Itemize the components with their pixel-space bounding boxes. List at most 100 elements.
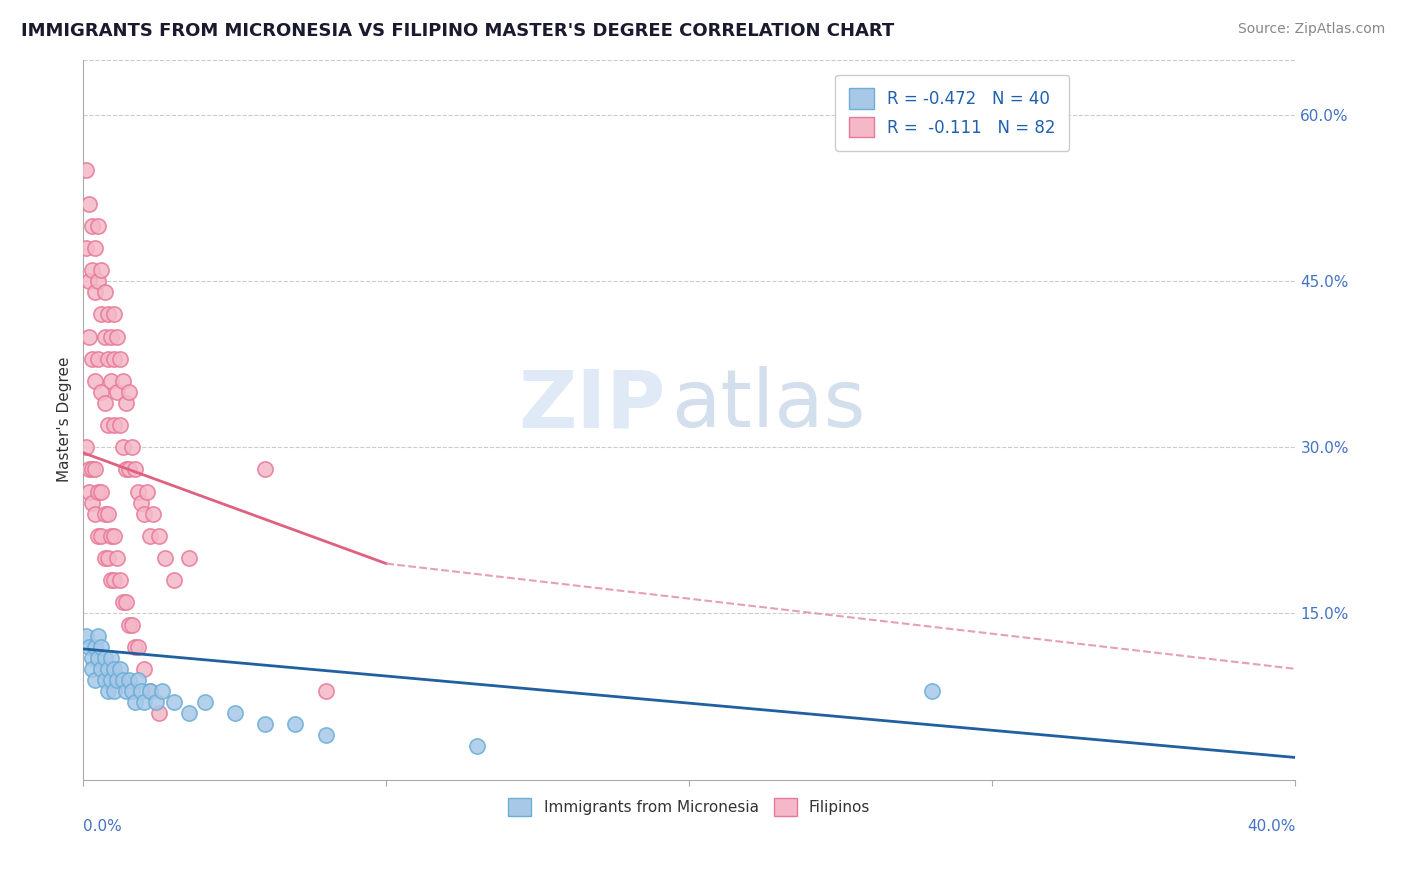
Point: [114, 684, 136, 698]
Point: [111, 440, 134, 454]
Point: [103, 307, 125, 321]
Text: IMMIGRANTS FROM MICRONESIA VS FILIPINO MASTER'S DEGREE CORRELATION CHART: IMMIGRANTS FROM MICRONESIA VS FILIPINO M…: [21, 22, 894, 40]
Point: [82, 496, 104, 510]
Point: [105, 329, 128, 343]
Point: [82, 462, 104, 476]
Text: ZIP: ZIP: [519, 367, 666, 444]
Point: [96, 551, 118, 566]
Point: [179, 706, 201, 721]
Point: [75, 629, 97, 643]
Point: [315, 684, 337, 698]
Point: [105, 673, 128, 687]
Point: [284, 717, 307, 731]
Point: [132, 507, 155, 521]
Point: [193, 695, 215, 709]
Text: atlas: atlas: [671, 367, 865, 444]
Point: [93, 673, 115, 687]
Point: [93, 551, 115, 566]
Point: [96, 507, 118, 521]
Point: [105, 551, 128, 566]
Point: [111, 374, 134, 388]
Point: [87, 529, 110, 543]
Point: [100, 529, 122, 543]
Point: [179, 551, 201, 566]
Point: [96, 351, 118, 366]
Point: [142, 507, 165, 521]
Point: [121, 440, 143, 454]
Point: [129, 684, 152, 698]
Point: [82, 351, 104, 366]
Point: [79, 484, 101, 499]
Point: [87, 219, 110, 233]
Point: [103, 529, 125, 543]
Point: [84, 462, 107, 476]
Point: [96, 662, 118, 676]
Point: [87, 351, 110, 366]
Point: [87, 274, 110, 288]
Point: [79, 462, 101, 476]
Point: [96, 684, 118, 698]
Point: [254, 462, 277, 476]
Point: [75, 241, 97, 255]
Point: [127, 484, 149, 499]
Y-axis label: Master's Degree: Master's Degree: [58, 357, 72, 483]
Point: [96, 307, 118, 321]
Point: [84, 673, 107, 687]
Point: [114, 462, 136, 476]
Text: Source: ZipAtlas.com: Source: ZipAtlas.com: [1237, 22, 1385, 37]
Point: [163, 573, 186, 587]
Point: [224, 706, 246, 721]
Point: [103, 684, 125, 698]
Point: [103, 418, 125, 433]
Point: [96, 418, 118, 433]
Point: [124, 640, 146, 654]
Point: [84, 507, 107, 521]
Point: [90, 384, 112, 399]
Point: [82, 219, 104, 233]
Point: [100, 650, 122, 665]
Point: [84, 374, 107, 388]
Point: [90, 484, 112, 499]
Point: [84, 241, 107, 255]
Point: [90, 529, 112, 543]
Point: [118, 617, 141, 632]
Point: [108, 662, 131, 676]
Point: [100, 673, 122, 687]
Point: [163, 695, 186, 709]
Point: [118, 384, 141, 399]
Point: [118, 462, 141, 476]
Point: [136, 484, 159, 499]
Point: [79, 640, 101, 654]
Point: [93, 396, 115, 410]
Point: [100, 329, 122, 343]
Point: [93, 285, 115, 300]
Point: [100, 374, 122, 388]
Point: [153, 551, 176, 566]
Point: [121, 617, 143, 632]
Point: [90, 640, 112, 654]
Point: [111, 673, 134, 687]
Point: [139, 684, 162, 698]
Point: [132, 695, 155, 709]
Point: [90, 662, 112, 676]
Point: [87, 484, 110, 499]
Point: [84, 285, 107, 300]
Legend: Immigrants from Micronesia, Filipinos: Immigrants from Micronesia, Filipinos: [502, 791, 876, 822]
Point: [82, 650, 104, 665]
Point: [118, 673, 141, 687]
Point: [465, 739, 488, 754]
Point: [114, 595, 136, 609]
Point: [90, 263, 112, 277]
Point: [87, 629, 110, 643]
Point: [114, 396, 136, 410]
Point: [129, 496, 152, 510]
Point: [79, 274, 101, 288]
Point: [148, 706, 170, 721]
Point: [921, 684, 943, 698]
Point: [121, 684, 143, 698]
Point: [127, 673, 149, 687]
Point: [127, 640, 149, 654]
Point: [87, 650, 110, 665]
Point: [79, 329, 101, 343]
Point: [108, 418, 131, 433]
